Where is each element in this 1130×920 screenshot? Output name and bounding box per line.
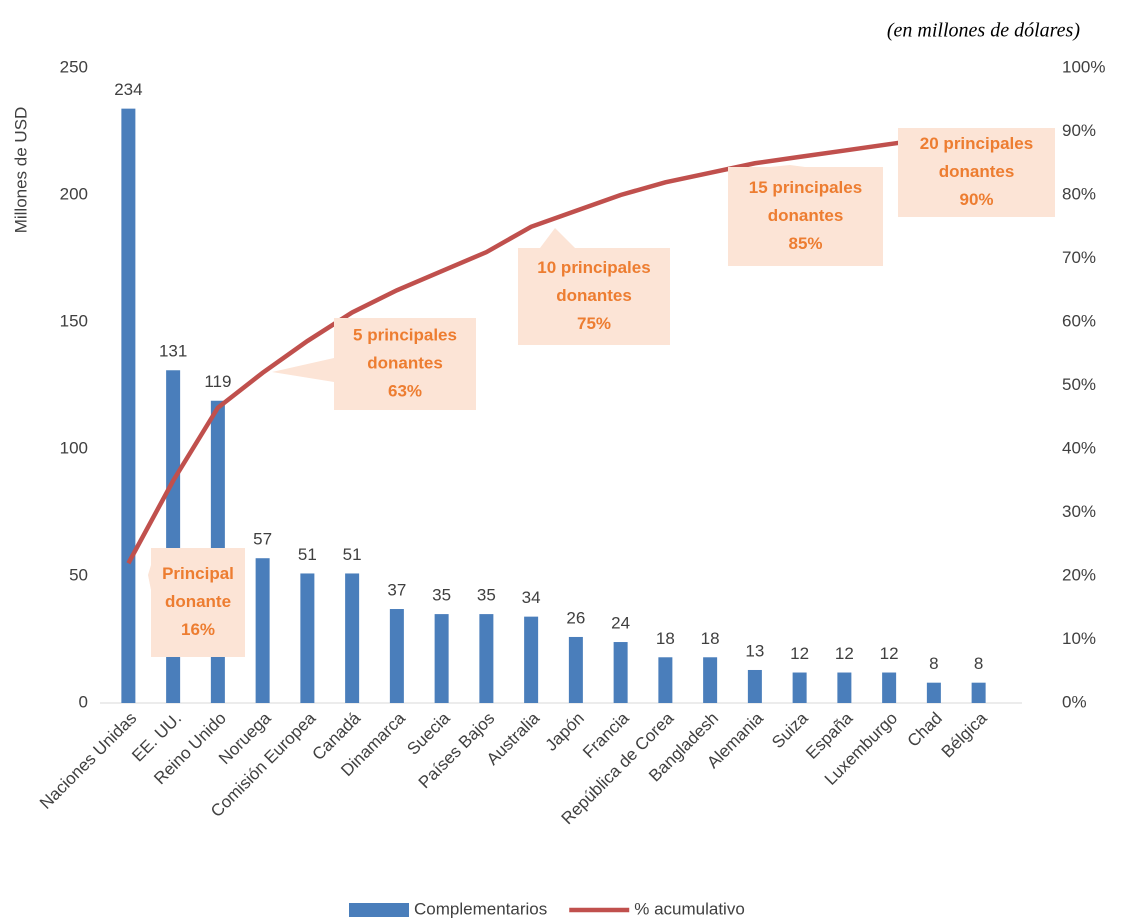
annotation-text: 5 principales: [353, 325, 457, 344]
note: (en millones de dólares): [887, 20, 1080, 42]
annotation-text: 10 principales: [537, 258, 650, 277]
y2-tick-label: 90%: [1062, 121, 1096, 140]
legend-swatch: [349, 903, 409, 917]
bar: [703, 657, 718, 703]
line: [126, 129, 979, 565]
data-label: 34: [522, 588, 541, 607]
y2-tick-label: 60%: [1062, 311, 1096, 330]
annotation-box: [518, 248, 670, 345]
annotation-text: 16%: [181, 620, 215, 639]
data-label: 51: [298, 545, 317, 564]
annotation: 15 principales donantes 85%: [728, 165, 883, 266]
y2-tick-label: 30%: [1062, 502, 1096, 521]
data-label: 51: [343, 545, 362, 564]
annotation-text: donantes: [939, 162, 1015, 181]
annotation-pointer: [540, 228, 575, 248]
bar: [345, 573, 360, 703]
y-tick-label: 250: [60, 57, 88, 76]
bar: [434, 614, 449, 703]
bar: [926, 682, 941, 703]
data-label: 24: [611, 614, 630, 633]
annotation-text: donante: [165, 592, 231, 611]
bar: [613, 642, 628, 703]
y2-tick-label: 70%: [1062, 248, 1096, 267]
y-tick-label: 0: [79, 692, 88, 711]
annotation: Principal donante 16%: [148, 548, 245, 657]
annotation: 5 principales donantes 63%: [272, 318, 476, 410]
y-tick-label: 100: [60, 438, 88, 457]
data-label: 119: [204, 372, 231, 391]
data-label: 13: [745, 641, 764, 660]
data-label: 37: [387, 581, 406, 600]
legend-label: % acumulativo: [634, 899, 745, 918]
annotation-box: [151, 548, 245, 657]
y2-tick-label: 0%: [1062, 692, 1087, 711]
annotation-text: 75%: [577, 314, 611, 333]
data-label: 18: [701, 629, 720, 648]
legend-label: Complementarios: [414, 899, 547, 918]
annotation-text: 20 principales: [920, 134, 1033, 153]
annotation-text: 63%: [388, 381, 422, 400]
y2-tick-label: 100%: [1062, 57, 1105, 76]
data-label: 57: [253, 530, 272, 549]
y-tick-label: 200: [60, 184, 88, 203]
annotation-box: [728, 167, 883, 266]
annotation-text: Principal: [162, 564, 234, 583]
y2-tick-label: 10%: [1062, 629, 1096, 648]
x-tick-label: Naciones Unidas: [36, 709, 140, 813]
annotation-box: [898, 128, 1055, 217]
annotation-pointer: [272, 358, 334, 382]
bar: [747, 669, 762, 703]
y-tick-label: 150: [60, 311, 88, 330]
annotation: 20 principales donantes 90%: [898, 128, 1055, 217]
annotation-text: 15 principales: [749, 178, 862, 197]
annotation-box: [334, 318, 476, 410]
annotation-text: 85%: [788, 234, 822, 253]
data-label: 12: [790, 644, 809, 663]
data-label: 12: [880, 644, 899, 663]
y2-tick-label: 50%: [1062, 375, 1096, 394]
data-label: 234: [114, 80, 142, 99]
bar: [300, 573, 315, 703]
annotation-text: donantes: [768, 206, 844, 225]
x-tick-label: Chad: [904, 709, 946, 751]
y-tick-label: 50: [69, 565, 88, 584]
y2-tick-label: 40%: [1062, 438, 1096, 457]
annotation-pointer: [770, 165, 805, 167]
y-axis-label: Millones de USD: [11, 107, 30, 234]
bar: [479, 614, 494, 703]
data-label: 26: [566, 608, 585, 627]
y2-tick-label: 20%: [1062, 565, 1096, 584]
data-label: 12: [835, 644, 854, 663]
data-label: 35: [477, 586, 496, 605]
bar: [255, 558, 270, 703]
data-label: 8: [974, 654, 983, 673]
bar: [524, 616, 539, 703]
data-label: 35: [432, 586, 451, 605]
bar: [658, 657, 673, 703]
x-tick-label: Bélgica: [938, 708, 991, 761]
annotation: 10 principales donantes 75%: [518, 228, 670, 345]
bar: [882, 672, 897, 703]
data-label: 131: [159, 342, 187, 361]
bar: [971, 682, 986, 703]
annotation-text: 90%: [959, 190, 993, 209]
data-label: 18: [656, 629, 675, 648]
data-label: 8: [929, 654, 938, 673]
bar: [568, 636, 583, 703]
bar: [389, 609, 404, 703]
annotation-text: donantes: [556, 286, 632, 305]
bar: [837, 672, 852, 703]
bar: [792, 672, 807, 703]
y2-tick-label: 80%: [1062, 184, 1096, 203]
bar: [121, 108, 136, 703]
annotation-pointer: [148, 565, 151, 590]
annotation-text: donantes: [367, 353, 443, 372]
